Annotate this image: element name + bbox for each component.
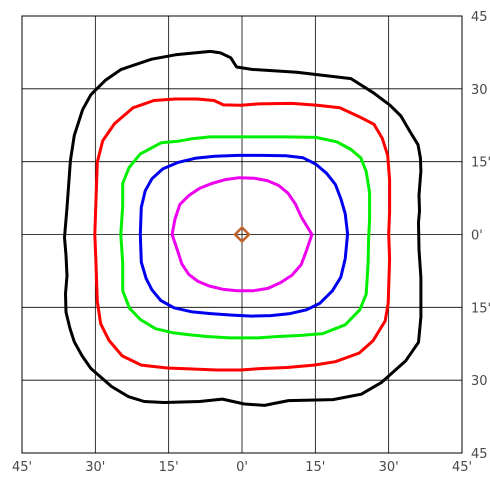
x-tick-label: 45' xyxy=(452,460,472,475)
y-tick-label: 45 xyxy=(471,10,488,25)
y-tick-label: 30 xyxy=(471,374,488,389)
x-tick-label: 45' xyxy=(12,460,32,475)
x-tick-label: 30' xyxy=(379,460,399,475)
x-tick-labels: 45' 30' 15' 0' 15' 30' 45' xyxy=(12,460,472,475)
x-tick-label: 15' xyxy=(159,460,179,475)
center-marker xyxy=(233,225,251,244)
x-tick-label: 15' xyxy=(305,460,325,475)
y-tick-label: 45 xyxy=(471,447,488,462)
grid xyxy=(21,15,463,454)
contour-line-3 xyxy=(119,135,372,340)
x-tick-label: 30' xyxy=(85,460,105,475)
y-tick-label: 30 xyxy=(471,83,488,98)
series-group xyxy=(63,49,423,407)
contour-line-1 xyxy=(63,49,423,407)
contour-line-5 xyxy=(170,176,314,293)
contour-line-2 xyxy=(93,97,392,372)
contour-line-4 xyxy=(138,153,350,318)
x-tick-label: 0' xyxy=(236,460,248,475)
y-tick-label: 0' xyxy=(471,229,483,244)
center-marker-group xyxy=(233,225,251,244)
y-tick-labels: 45 30 15' 0' 15' 30 45 xyxy=(471,10,490,462)
y-tick-label: 15' xyxy=(471,301,490,316)
y-tick-label: 15' xyxy=(471,156,490,171)
